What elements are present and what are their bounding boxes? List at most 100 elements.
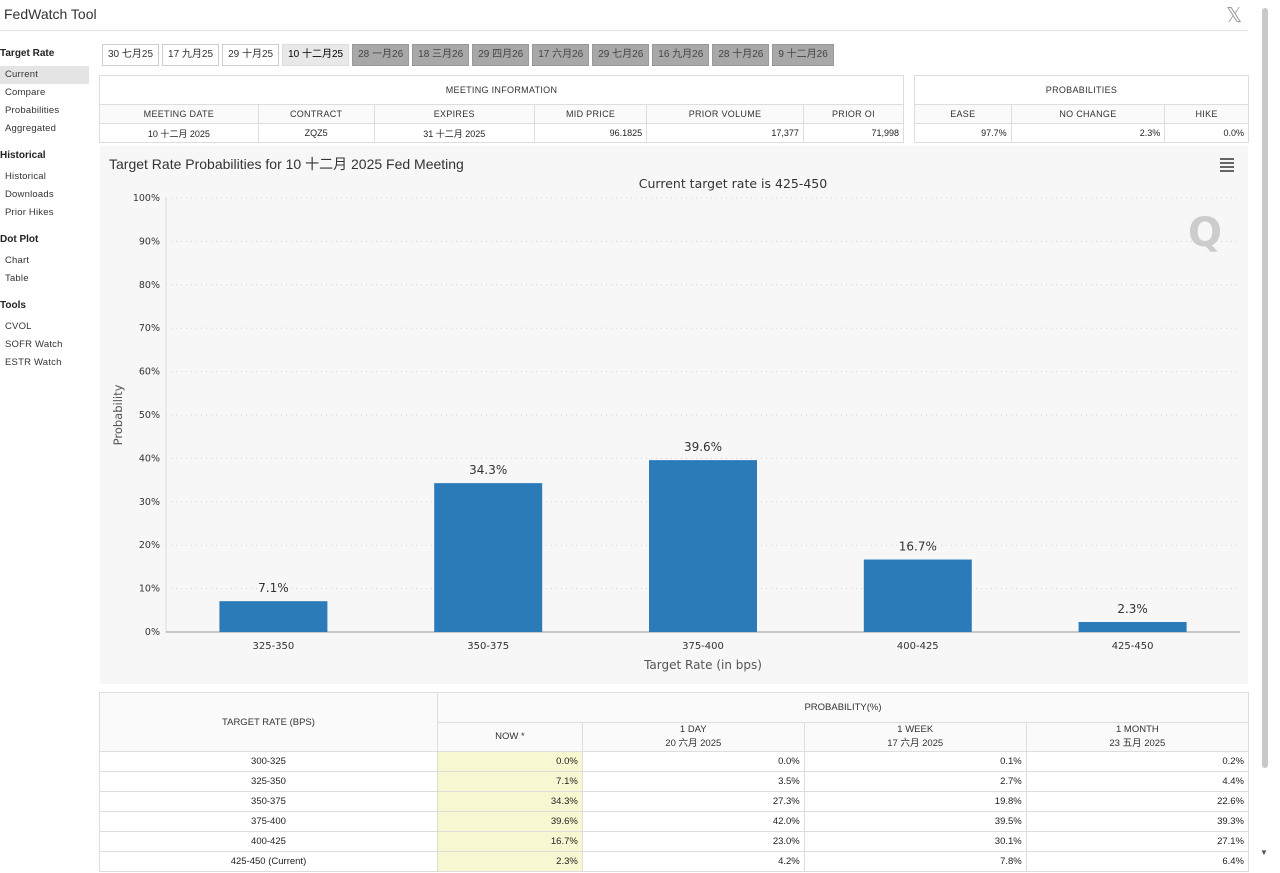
y-axis-title: Probability xyxy=(111,384,125,445)
tab-meeting-date[interactable]: 18 三月26 xyxy=(412,44,470,66)
x-tick-label: 350-375 xyxy=(467,641,509,652)
sidebar-item-historical[interactable]: Historical xyxy=(5,171,47,182)
meeting-date-tabs: 30 七月25 17 九月25 29 十月25 10 十二月25 28 一月26 18 三… xyxy=(102,44,834,66)
probability-cell: 6.4% xyxy=(1025,851,1250,872)
bar xyxy=(1078,622,1187,632)
now-probability-cell: 7.1% xyxy=(436,771,583,792)
meeting-info-column-header: PRIOR OI xyxy=(802,104,905,124)
probability-cell: 0.2% xyxy=(1025,751,1250,772)
sidebar-item-sofr-watch[interactable]: SOFR Watch xyxy=(5,339,63,350)
probability-cell: 39.3% xyxy=(1025,811,1250,832)
meeting-info-column-header: MID PRICE xyxy=(533,104,648,124)
probability-cell: 4.2% xyxy=(581,851,805,872)
bar xyxy=(863,559,972,632)
meeting-info-cell: 10 十二月 2025 xyxy=(99,123,259,143)
target-rate-cell: 300-325 xyxy=(99,751,438,772)
table-row: 300-325 0.0% 0.0% 0.1% 0.2% xyxy=(99,751,1250,772)
sidebar-item-current[interactable]: Current xyxy=(0,66,89,84)
tab-meeting-date[interactable]: 16 九月26 xyxy=(652,44,710,66)
bar-data-label: 7.1% xyxy=(258,581,289,595)
probability-cell: 0.0% xyxy=(581,751,805,772)
probability-cell: 22.6% xyxy=(1025,791,1250,812)
sidebar-item-aggregated[interactable]: Aggregated xyxy=(5,123,57,134)
tab-meeting-date[interactable]: 29 十月25 xyxy=(222,44,280,66)
sidebar-item-table[interactable]: Table xyxy=(5,273,29,284)
column-header-line1: 1 DAY xyxy=(679,724,707,736)
probability-cell: 19.8% xyxy=(803,791,1027,812)
vertical-scrollbar[interactable]: ▼ xyxy=(1259,0,1271,873)
sidebar-item-probabilities[interactable]: Probabilities xyxy=(5,105,60,116)
y-tick-label: 0% xyxy=(145,627,160,638)
chart-panel-title: Target Rate Probabilities for 10 十二月 202… xyxy=(109,156,464,172)
meeting-info-column-header: MEETING DATE xyxy=(99,104,259,124)
bar xyxy=(219,601,328,632)
probabilities-column-header: EASE xyxy=(914,104,1012,124)
bar-data-label: 39.6% xyxy=(684,440,722,454)
meeting-info-cell: 31 十二月 2025 xyxy=(373,123,535,143)
title-bar: FedWatch Tool 𝕏 xyxy=(0,0,1248,31)
y-tick-label: 100% xyxy=(133,193,160,204)
scroll-down-arrow-icon[interactable]: ▼ xyxy=(1260,848,1268,857)
now-probability-cell: 0.0% xyxy=(436,751,583,772)
x-axis-title: Target Rate (in bps) xyxy=(643,658,762,672)
scrollbar-thumb[interactable] xyxy=(1262,8,1268,768)
tab-meeting-date[interactable]: 17 九月25 xyxy=(162,44,220,66)
probability-group-header: PROBABILITY(%) xyxy=(436,692,1250,723)
tab-meeting-date[interactable]: 29 四月26 xyxy=(472,44,530,66)
tab-meeting-date[interactable]: 28 一月26 xyxy=(352,44,410,66)
column-header-line1: 1 MONTH xyxy=(1115,724,1159,736)
tab-meeting-date[interactable]: 29 七月26 xyxy=(592,44,650,66)
table-row: 325-350 7.1% 3.5% 2.7% 4.4% xyxy=(99,771,1250,792)
table-row: 375-400 39.6% 42.0% 39.5% 39.3% xyxy=(99,811,1250,832)
probability-cell: 0.1% xyxy=(803,751,1027,772)
app-title: FedWatch Tool xyxy=(4,6,97,22)
sidebar-item-compare[interactable]: Compare xyxy=(5,87,46,98)
y-tick-label: 30% xyxy=(139,497,160,508)
tab-meeting-date[interactable]: 9 十二月26 xyxy=(772,44,834,66)
sidebar-group-heading: Dot Plot xyxy=(0,234,39,245)
table-row: 350-375 34.3% 27.3% 19.8% 22.6% xyxy=(99,791,1250,812)
bar-data-label: 2.3% xyxy=(1117,602,1148,616)
target-rate-cell: 350-375 xyxy=(99,791,438,812)
table-row: 400-425 16.7% 23.0% 30.1% 27.1% xyxy=(99,831,1250,852)
bar-data-label: 34.3% xyxy=(469,463,507,477)
column-header-line2: 17 六月 2025 xyxy=(887,738,944,750)
chart-panel: Target Rate Probabilities for 10 十二月 202… xyxy=(100,146,1248,684)
x-tick-label: 400-425 xyxy=(897,641,939,652)
sidebar-item-chart[interactable]: Chart xyxy=(5,255,30,266)
probabilities-table: PROBABILITIES EASE NO CHANGE HIKE 97.7% 2.3… xyxy=(914,75,1249,143)
probability-column-header: 1 MONTH 23 五月 2025 xyxy=(1025,721,1250,752)
bar-data-label: 16.7% xyxy=(899,540,937,554)
tab-meeting-date[interactable]: 10 十二月25 xyxy=(282,44,350,66)
probability-cell: 23.0% xyxy=(581,831,805,852)
tab-meeting-date[interactable]: 28 十月26 xyxy=(712,44,770,66)
now-probability-cell: 39.6% xyxy=(436,811,583,832)
chart-menu-icon[interactable] xyxy=(1220,158,1234,174)
tab-meeting-date[interactable]: 17 六月26 xyxy=(532,44,590,66)
y-tick-label: 20% xyxy=(139,540,160,551)
meeting-info-cell: ZQZ5 xyxy=(257,123,375,143)
chart-subtitle: Current target rate is 425-450 xyxy=(639,176,827,191)
sidebar-item-prior-hikes[interactable]: Prior Hikes xyxy=(5,207,54,218)
close-icon[interactable]: 𝕏 xyxy=(1226,3,1243,27)
meeting-info-header: MEETING INFORMATION xyxy=(99,75,904,105)
probability-value-cell: 0.0% xyxy=(1164,123,1249,143)
probability-bar-chart: Current target rate is 425-450 0% 10% 20% 30… xyxy=(111,176,1240,672)
bar xyxy=(649,460,757,632)
meeting-info-column-header: PRIOR VOLUME xyxy=(646,104,804,124)
probability-cell: 4.4% xyxy=(1025,771,1250,792)
x-tick-label: 425-450 xyxy=(1112,641,1154,652)
sidebar-group-heading: Tools xyxy=(0,300,26,311)
target-rate-cell: 375-400 xyxy=(99,811,438,832)
sidebar-item-downloads[interactable]: Downloads xyxy=(5,189,54,200)
sidebar-item-cvol[interactable]: CVOL xyxy=(5,321,32,332)
probability-value-cell: 97.7% xyxy=(914,123,1012,143)
column-header-line1: 1 WEEK xyxy=(897,724,934,736)
probability-column-header: NOW * xyxy=(436,721,583,752)
y-tick-label: 90% xyxy=(139,236,160,247)
tab-meeting-date[interactable]: 30 七月25 xyxy=(102,44,160,66)
probability-value-cell: 2.3% xyxy=(1010,123,1166,143)
probability-cell: 3.5% xyxy=(581,771,805,792)
sidebar-item-estr-watch[interactable]: ESTR Watch xyxy=(5,357,62,368)
now-probability-cell: 2.3% xyxy=(436,851,583,872)
